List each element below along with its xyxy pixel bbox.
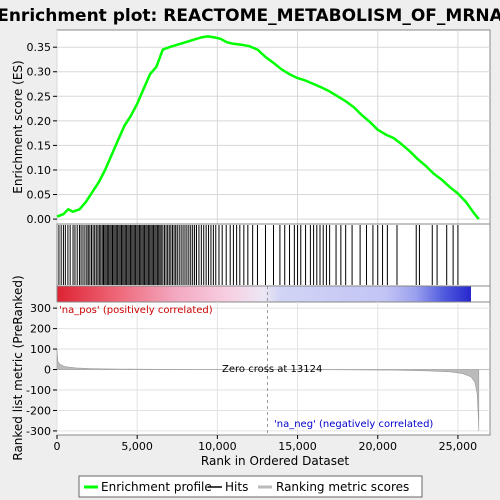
es-y-tick-label: 0.10 bbox=[27, 164, 52, 177]
metric-y-tick-label: 0 bbox=[44, 364, 51, 377]
zero-cross-label: Zero cross at 13124 bbox=[222, 364, 322, 375]
x-tick-label: 15,000 bbox=[278, 440, 317, 453]
metric-y-tick-label: -100 bbox=[26, 384, 51, 397]
legend-box bbox=[78, 475, 423, 498]
negative-correlation-label: 'na_neg' (negatively correlated) bbox=[274, 419, 433, 430]
enrichment-profile-line bbox=[56, 35, 480, 220]
legend-enrichment-label: Enrichment profile bbox=[101, 480, 212, 494]
x-tick-label: 25,000 bbox=[439, 440, 478, 453]
x-tick-label: 20,000 bbox=[358, 440, 397, 453]
metric-panel-background bbox=[56, 301, 491, 436]
legend-metric-label: Ranking metric scores bbox=[276, 480, 409, 494]
x-tick-label: 10,000 bbox=[198, 440, 237, 453]
hits-track bbox=[58, 225, 459, 285]
ranked-list-bar-tail bbox=[471, 286, 490, 302]
es-y-tick-label: 0.15 bbox=[27, 139, 52, 152]
es-y-axis: 0.00 0.05 0.10 0.15 0.20 0.25 0.30 0.35 bbox=[27, 41, 57, 226]
chart-title: Enrichment plot: REACTOME_METABOLISM_OF_… bbox=[0, 6, 500, 26]
legend-hits-label: Hits bbox=[225, 480, 248, 494]
es-y-tick-label: 0.30 bbox=[27, 66, 52, 79]
es-y-tick-label: 0.00 bbox=[27, 213, 52, 226]
es-y-tick-label: 0.25 bbox=[27, 90, 52, 103]
metric-y-tick-label: 300 bbox=[30, 302, 51, 315]
metric-y-tick-label: 100 bbox=[30, 343, 51, 356]
metric-y-tick-label: -200 bbox=[26, 404, 51, 417]
metric-y-tick-label: 200 bbox=[30, 323, 51, 336]
es-y-axis-label: Enrichment score (ES) bbox=[11, 60, 25, 193]
x-tick-label: 0 bbox=[54, 440, 61, 453]
legend: Enrichment profile Hits Ranking metric s… bbox=[78, 475, 423, 498]
x-axis: 0 5,000 10,000 15,000 20,000 25,000 bbox=[54, 435, 478, 453]
metric-y-axis-label: Ranked list metric (PreRanked) bbox=[11, 275, 25, 460]
es-gridlines bbox=[56, 30, 490, 224]
x-tick-label: 5,000 bbox=[121, 440, 153, 453]
positive-correlation-label: 'na_pos' (positively correlated) bbox=[59, 305, 213, 316]
es-y-tick-label: 0.05 bbox=[27, 189, 52, 202]
es-y-tick-label: 0.20 bbox=[27, 115, 52, 128]
x-axis-label: Rank in Ordered Dataset bbox=[201, 454, 349, 468]
es-y-tick-label: 0.35 bbox=[27, 41, 52, 54]
metric-y-axis: 300 200 100 0 -100 -200 -300 bbox=[26, 302, 57, 438]
metric-y-tick-label: -300 bbox=[26, 425, 51, 438]
